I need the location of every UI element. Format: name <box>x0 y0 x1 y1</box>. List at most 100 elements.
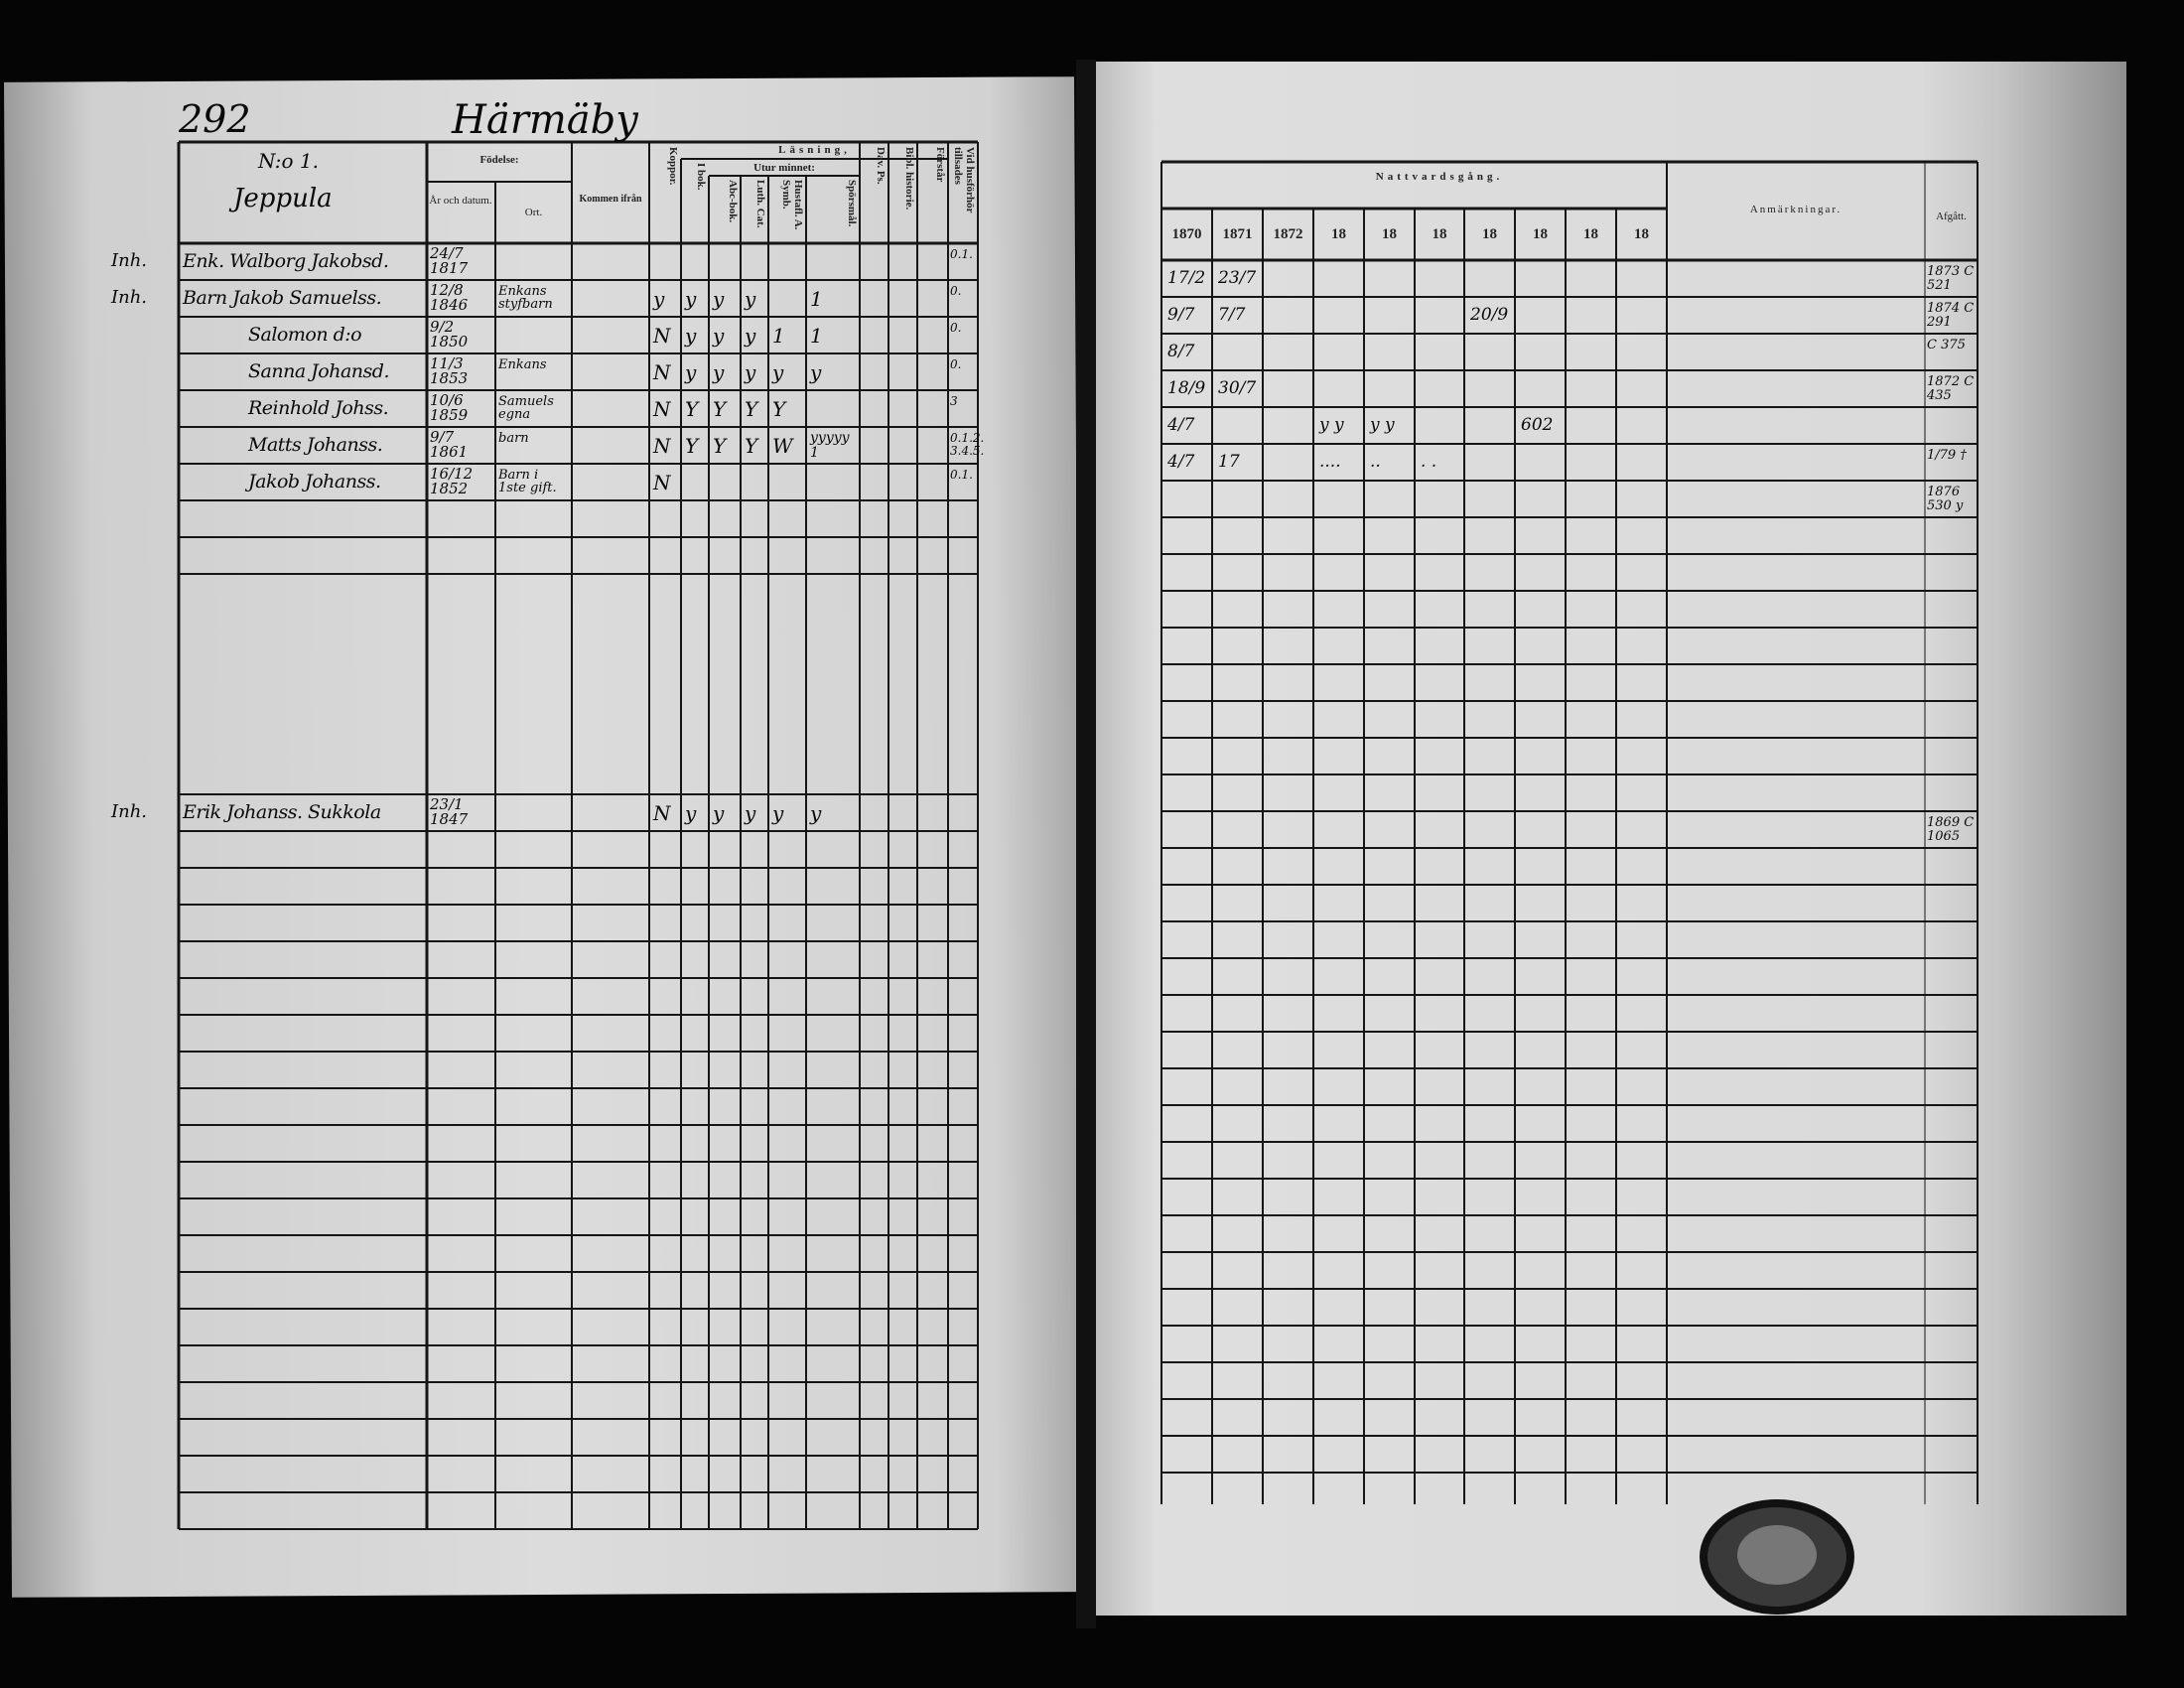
entry-name: Jakob Johanss. <box>248 471 381 492</box>
header-dav-ps: Dav. Ps. <box>875 147 887 185</box>
entry-reading-mark: y <box>685 287 697 311</box>
entry-departed: 1873 C 521 <box>1927 264 1975 293</box>
entry-reading-mark: Y <box>685 434 699 458</box>
header-year: 18 <box>1432 226 1447 242</box>
entry-reading-mark: N <box>653 801 671 825</box>
header-year: 18 <box>1382 226 1397 242</box>
entry-name: Erik Johanss. Sukkola <box>183 801 381 823</box>
header-in-book: I bok. <box>695 163 707 191</box>
entry-husforhor-note: 0. <box>950 321 962 335</box>
entry-birth-date: 23/1 1847 <box>430 795 469 828</box>
entry-birth-date: 11/3 1853 <box>430 354 469 387</box>
entry-reading-mark: 1 <box>772 324 785 348</box>
entry-communion-date: 20/9 <box>1470 305 1509 325</box>
entry-departed: C 375 <box>1927 338 1966 352</box>
entry-departed: 1872 C 435 <box>1927 374 1975 403</box>
entry-reading-mark: y <box>810 801 822 825</box>
entry-birth-date: 9/2 1850 <box>430 318 469 351</box>
entry-departed: 1874 C 291 <box>1927 301 1975 330</box>
header-luth-cat: Luth. Cat. <box>754 180 766 228</box>
entry-communion-date: 4/7 <box>1167 452 1195 472</box>
entry-reading-mark: 1 <box>810 287 823 311</box>
entry-reading-mark: 1 <box>810 324 823 348</box>
entry-name: Matts Johanss. <box>248 434 383 456</box>
header-year: 18 <box>1583 226 1598 242</box>
entry-reading-mark: y <box>745 360 756 384</box>
entry-name: Salomon d:o <box>248 324 362 346</box>
header-forstar: Förstår <box>934 147 946 183</box>
entry-reading-mark: y <box>685 324 697 348</box>
entry-birth-place: Enkans styfbarn <box>498 284 553 312</box>
entry-reading-mark: y <box>685 801 697 825</box>
header-birth-place: Ort. <box>524 207 543 218</box>
entry-reading-mark: Y <box>745 397 758 421</box>
entry-reading-mark: Y <box>685 397 699 421</box>
entry-reading-mark: y <box>745 801 756 825</box>
entry-communion-date: . . <box>1421 452 1437 472</box>
archive-stamp <box>1700 1499 1854 1615</box>
entry-communion-date: 17/2 <box>1167 268 1206 288</box>
entry-reading-mark: y <box>745 324 756 348</box>
entry-communion-date: .. <box>1370 452 1381 472</box>
entry-departed: 1869 C 1065 <box>1927 815 1975 844</box>
entry-birth-place: barn <box>498 431 529 446</box>
entry-reading-mark: Y <box>772 397 786 421</box>
entry-husforhor-note: 0. <box>950 284 962 298</box>
header-by-heart: Utur minnet: <box>753 162 815 174</box>
header-husforhor: Vid husförhör tillsades <box>952 147 976 213</box>
entry-reading-mark: N <box>653 324 671 348</box>
entry-communion-date: .... <box>1319 452 1341 472</box>
entry-birth-date: 10/6 1859 <box>430 391 469 424</box>
entry-communion-date: 8/7 <box>1167 342 1195 361</box>
entry-reading-mark: N <box>653 360 671 384</box>
entry-reading-mark: y <box>653 287 665 311</box>
entry-reading-mark: N <box>653 471 671 494</box>
header-year: 18 <box>1482 226 1497 242</box>
entry-communion-date: y y <box>1370 415 1395 435</box>
entry-reading-mark: y <box>745 287 756 311</box>
header-year: 1871 <box>1222 226 1253 242</box>
header-abc-book: Abc-bok. <box>727 180 739 223</box>
entry-reading-mark: y <box>772 801 784 825</box>
header-birth-year: År och datum. <box>429 195 492 207</box>
entry-reading-mark: y <box>810 360 822 384</box>
entry-communion-date: 9/7 <box>1167 305 1195 325</box>
entry-reading-mark: y <box>713 801 725 825</box>
entry-communion-date: 602 <box>1521 415 1554 435</box>
header-bibl-hist: Bibl. historie. <box>903 147 915 211</box>
book-spine <box>1076 60 1096 1628</box>
header-departed: Afgått. <box>1936 211 1967 222</box>
village-name: Härmäby <box>452 97 638 143</box>
entry-reading-mark: y <box>713 287 725 311</box>
entry-birth-place: Samuels egna <box>498 394 554 422</box>
entry-name: Reinhold Johss. <box>248 397 389 419</box>
entry-name: Sanna Johansd. <box>248 360 390 382</box>
header-communion: Nattvardsgång. <box>1375 171 1504 183</box>
entry-reading-mark: Y <box>713 434 727 458</box>
entry-name: Enk. Walborg Jakobsd. <box>183 250 389 272</box>
entry-birth-date: 12/8 1846 <box>430 281 469 314</box>
entry-birth-place: Barn i 1ste gift. <box>498 468 557 495</box>
entry-birth-date: 24/7 1817 <box>430 244 469 277</box>
stamp-emblem <box>1737 1525 1817 1585</box>
entry-reading-mark: N <box>653 434 671 458</box>
header-farm-name: Jeppula <box>233 184 333 213</box>
entry-departed: 1876 530 y <box>1927 485 1964 513</box>
header-year: 18 <box>1634 226 1649 242</box>
page-number: 292 <box>179 97 251 141</box>
entry-reading-mark: W <box>772 434 793 458</box>
header-smallpox: Koppor. <box>667 147 679 186</box>
entry-margin-status: Inh. <box>111 250 148 271</box>
header-year: 18 <box>1533 226 1548 242</box>
entry-reading-mark: Y <box>713 397 727 421</box>
header-hustafl: Hustafl. A. Symb. <box>780 180 804 230</box>
entry-name: Barn Jakob Samuelss. <box>183 287 382 309</box>
entry-reading-mark: y <box>713 360 725 384</box>
right-page <box>1094 62 2126 1616</box>
header-reading: Läsning, <box>778 144 851 156</box>
entry-husforhor-note: 0. <box>950 357 962 371</box>
entry-birth-date: 16/12 1852 <box>430 465 474 497</box>
entry-communion-date: 7/7 <box>1218 305 1246 325</box>
header-year: 18 <box>1331 226 1346 242</box>
